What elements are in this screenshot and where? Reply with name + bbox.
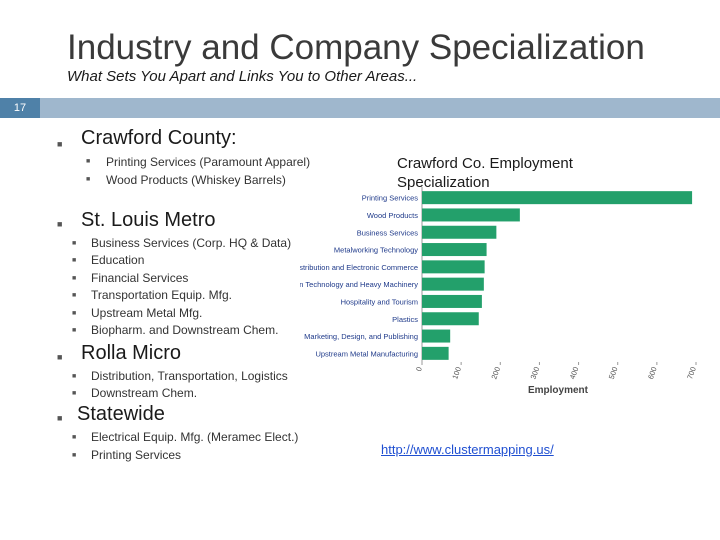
x-tick-label: 700 [685, 366, 698, 381]
x-tick-label: 400 [568, 366, 581, 381]
slide-title: Industry and Company Specialization [67, 28, 645, 67]
bar-hospitality-and-tourism [422, 294, 482, 308]
sub-bullet-icon: ■ [72, 240, 77, 247]
sub-bullet-icon: ■ [72, 373, 77, 380]
x-tick-label: 300 [529, 366, 542, 381]
employment-bar-chart: Printing Services Wood Products Business S… [300, 187, 698, 396]
list-item: Education [91, 253, 145, 267]
bar-distribution-and-electronic-commerce [422, 260, 485, 274]
bar-wood-products [422, 208, 520, 222]
bar-plastics [422, 312, 479, 326]
section-heading-crawford: Crawford County: [81, 127, 237, 149]
bullet-icon: ■ [57, 413, 63, 423]
sub-bullet-icon: ■ [72, 275, 77, 282]
sub-bullet-icon: ■ [72, 310, 77, 317]
bar-metalworking-technology [422, 243, 487, 257]
list-item: Financial Services [91, 271, 189, 285]
x-tick-label: 500 [607, 366, 620, 381]
category-label: Printing Services [362, 194, 419, 203]
section-heading-st-louis: St. Louis Metro [81, 209, 216, 231]
category-label: Production Technology and Heavy Machiner… [300, 280, 418, 289]
bar-printing-services [422, 191, 693, 205]
chart-title: Crawford Co. Employment Specialization [397, 155, 573, 191]
category-label: Marketing, Design, and Publishing [304, 332, 418, 341]
bar-production-technology-and-heavy-machinery [422, 277, 484, 291]
bar-marketing-design-and-publishing [422, 329, 451, 343]
list-item: Printing Services [91, 448, 182, 462]
section-heading-statewide: Statewide [77, 403, 165, 425]
list-item: Transportation Equip. Mfg. [91, 288, 232, 302]
category-label: Distribution and Electronic Commerce [300, 263, 418, 272]
sub-bullet-icon: ■ [72, 292, 77, 299]
clustermapping-link[interactable]: http://www.clustermapping.us/ [381, 442, 554, 457]
x-axis-label: Employment [528, 385, 589, 396]
bullet-icon: ■ [57, 139, 63, 149]
category-label: Wood Products [367, 211, 418, 220]
list-item: Wood Products (Whiskey Barrels) [106, 173, 286, 187]
list-item: Business Services (Corp. HQ & Data) [91, 236, 292, 250]
list-item: Upstream Metal Mfg. [91, 306, 203, 320]
x-tick-label: 200 [489, 366, 502, 381]
x-tick-label: 0 [414, 366, 424, 373]
sub-bullet-icon: ■ [86, 158, 91, 165]
bar-business-services [422, 225, 497, 239]
x-tick-label: 600 [646, 366, 659, 381]
sub-bullet-icon: ■ [72, 257, 77, 264]
slide-number: 17 [0, 98, 40, 118]
category-label: Upstream Metal Manufacturing [315, 349, 418, 358]
category-label: Business Services [357, 228, 419, 237]
bar-upstream-metal-manufacturing [422, 346, 449, 360]
sub-bullet-icon: ■ [72, 390, 77, 397]
list-item: Biopharm. and Downstream Chem. [91, 323, 279, 337]
list-item: Printing Services (Paramount Apparel) [106, 155, 311, 169]
sub-bullet-icon: ■ [72, 327, 77, 334]
list-item: Electrical Equip. Mfg. (Meramec Elect.) [91, 430, 299, 444]
slide-subtitle: What Sets You Apart and Links You to Oth… [67, 68, 418, 85]
list-item: Downstream Chem. [91, 386, 198, 400]
category-label: Plastics [392, 315, 418, 324]
category-label: Metalworking Technology [334, 246, 418, 255]
sub-bullet-icon: ■ [72, 452, 77, 459]
bullet-icon: ■ [57, 219, 63, 229]
x-tick-label: 100 [450, 366, 463, 381]
bullet-icon: ■ [57, 352, 63, 362]
section-heading-rolla: Rolla Micro [81, 342, 182, 364]
sub-bullet-icon: ■ [72, 434, 77, 441]
list-item: Distribution, Transportation, Logistics [91, 369, 288, 383]
slide-header-bar [0, 98, 720, 118]
category-label: Hospitality and Tourism [341, 297, 418, 306]
sub-bullet-icon: ■ [86, 176, 91, 183]
